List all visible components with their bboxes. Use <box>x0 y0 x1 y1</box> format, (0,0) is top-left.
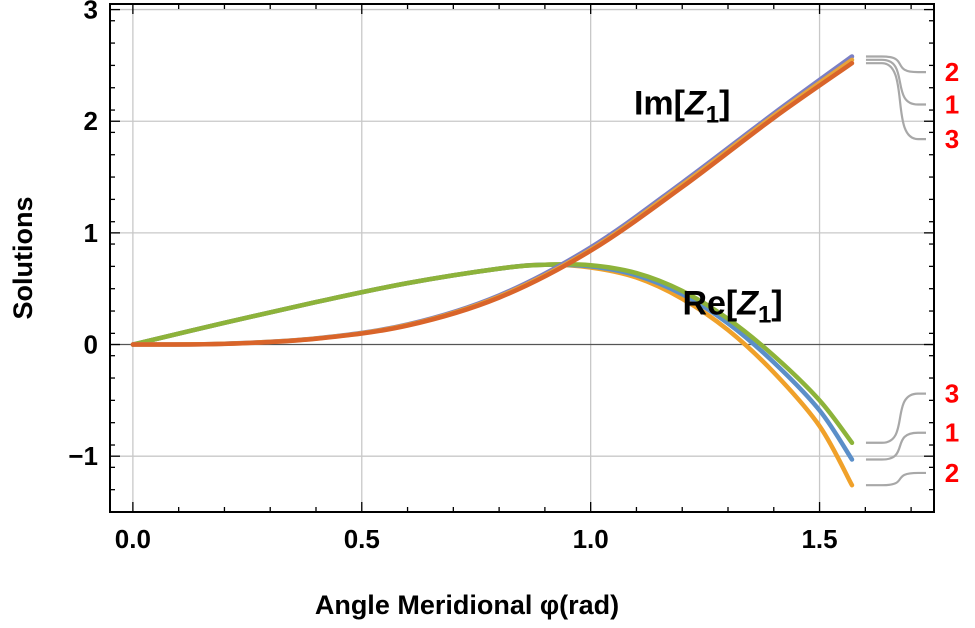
y-tick-label: 2 <box>84 106 98 136</box>
y-tick-label: 0 <box>84 330 98 360</box>
series-line-im-3 <box>130 60 855 347</box>
annotations: Im[Z1] Re[Z1] <box>634 85 783 329</box>
legend-leader-re-1 <box>865 431 926 461</box>
legend-leader-re-2 <box>865 471 926 487</box>
legend-label-re-2: 2 <box>945 458 959 488</box>
curves <box>130 54 855 488</box>
legend-label-re-3: 3 <box>945 379 959 409</box>
legend-label-im-2: 2 <box>945 57 959 87</box>
legend-leader-im-1 <box>865 58 926 106</box>
plot-frame <box>109 3 935 513</box>
legend-leader-im-2 <box>865 55 926 74</box>
y-axis-label: Solutions <box>8 197 38 320</box>
legend-leader-im-3 <box>865 62 926 141</box>
grid <box>110 4 934 512</box>
y-tick-label: −1 <box>68 441 98 471</box>
x-tick-label: 0.0 <box>115 524 151 554</box>
x-axis-label: Angle Meridional φ(rad) <box>315 590 619 620</box>
legend-label-im-1: 1 <box>945 89 959 119</box>
x-tick-label: 1.5 <box>801 524 837 554</box>
legend-leader-re-3 <box>865 392 926 444</box>
x-tick-label: 0.5 <box>344 524 380 554</box>
curve-annotation: Im[Z1] <box>634 85 730 129</box>
ticks: 0.0 0.5 1.0 1.5 −1 0 1 2 3 <box>68 0 934 554</box>
legend-label-im-3: 3 <box>945 124 959 154</box>
x-tick-label: 1.0 <box>573 524 609 554</box>
y-tick-label: 1 <box>84 218 98 248</box>
y-tick-label: 3 <box>84 0 98 25</box>
series-line-re-3 <box>130 261 855 446</box>
legend-label-re-1: 1 <box>945 418 959 448</box>
curve-annotation: Re[Z1] <box>682 284 782 328</box>
